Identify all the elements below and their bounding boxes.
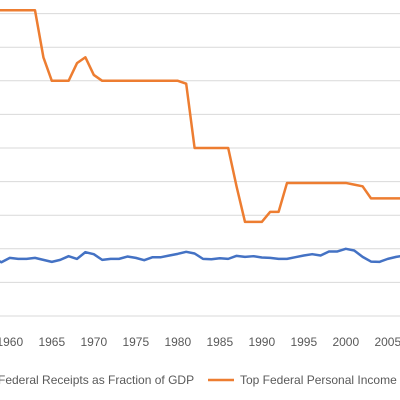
series-line-top-tax-rate — [0, 8, 400, 224]
x-axis-tick-labels: 1960 1965 1970 1975 1980 1985 1990 1995 2000 2005… — [0, 335, 400, 349]
series-line-federal-receipts — [0, 247, 400, 264]
x-tick-label: 1990 — [248, 335, 275, 349]
legend-label-federal-receipts: Federal Receipts as Fraction of GDP — [0, 373, 194, 387]
x-tick-label: 1965 — [38, 335, 65, 349]
x-tick-label: 1970 — [80, 335, 107, 349]
legend: Federal Receipts as Fraction of GDP Top … — [0, 373, 400, 387]
legend-label-top-tax-rate: Top Federal Personal Income T — [240, 373, 400, 387]
x-tick-label: 2000 — [332, 335, 359, 349]
x-tick-label: 1985 — [206, 335, 233, 349]
x-tick-label: 2005 — [374, 335, 400, 349]
x-tick-label: 1980 — [164, 335, 191, 349]
series-lines — [0, 8, 400, 264]
gridlines — [0, 13, 400, 317]
x-tick-label: 1975 — [122, 335, 149, 349]
x-tick-label: 1960 — [0, 335, 23, 349]
x-tick-label: 1995 — [290, 335, 317, 349]
